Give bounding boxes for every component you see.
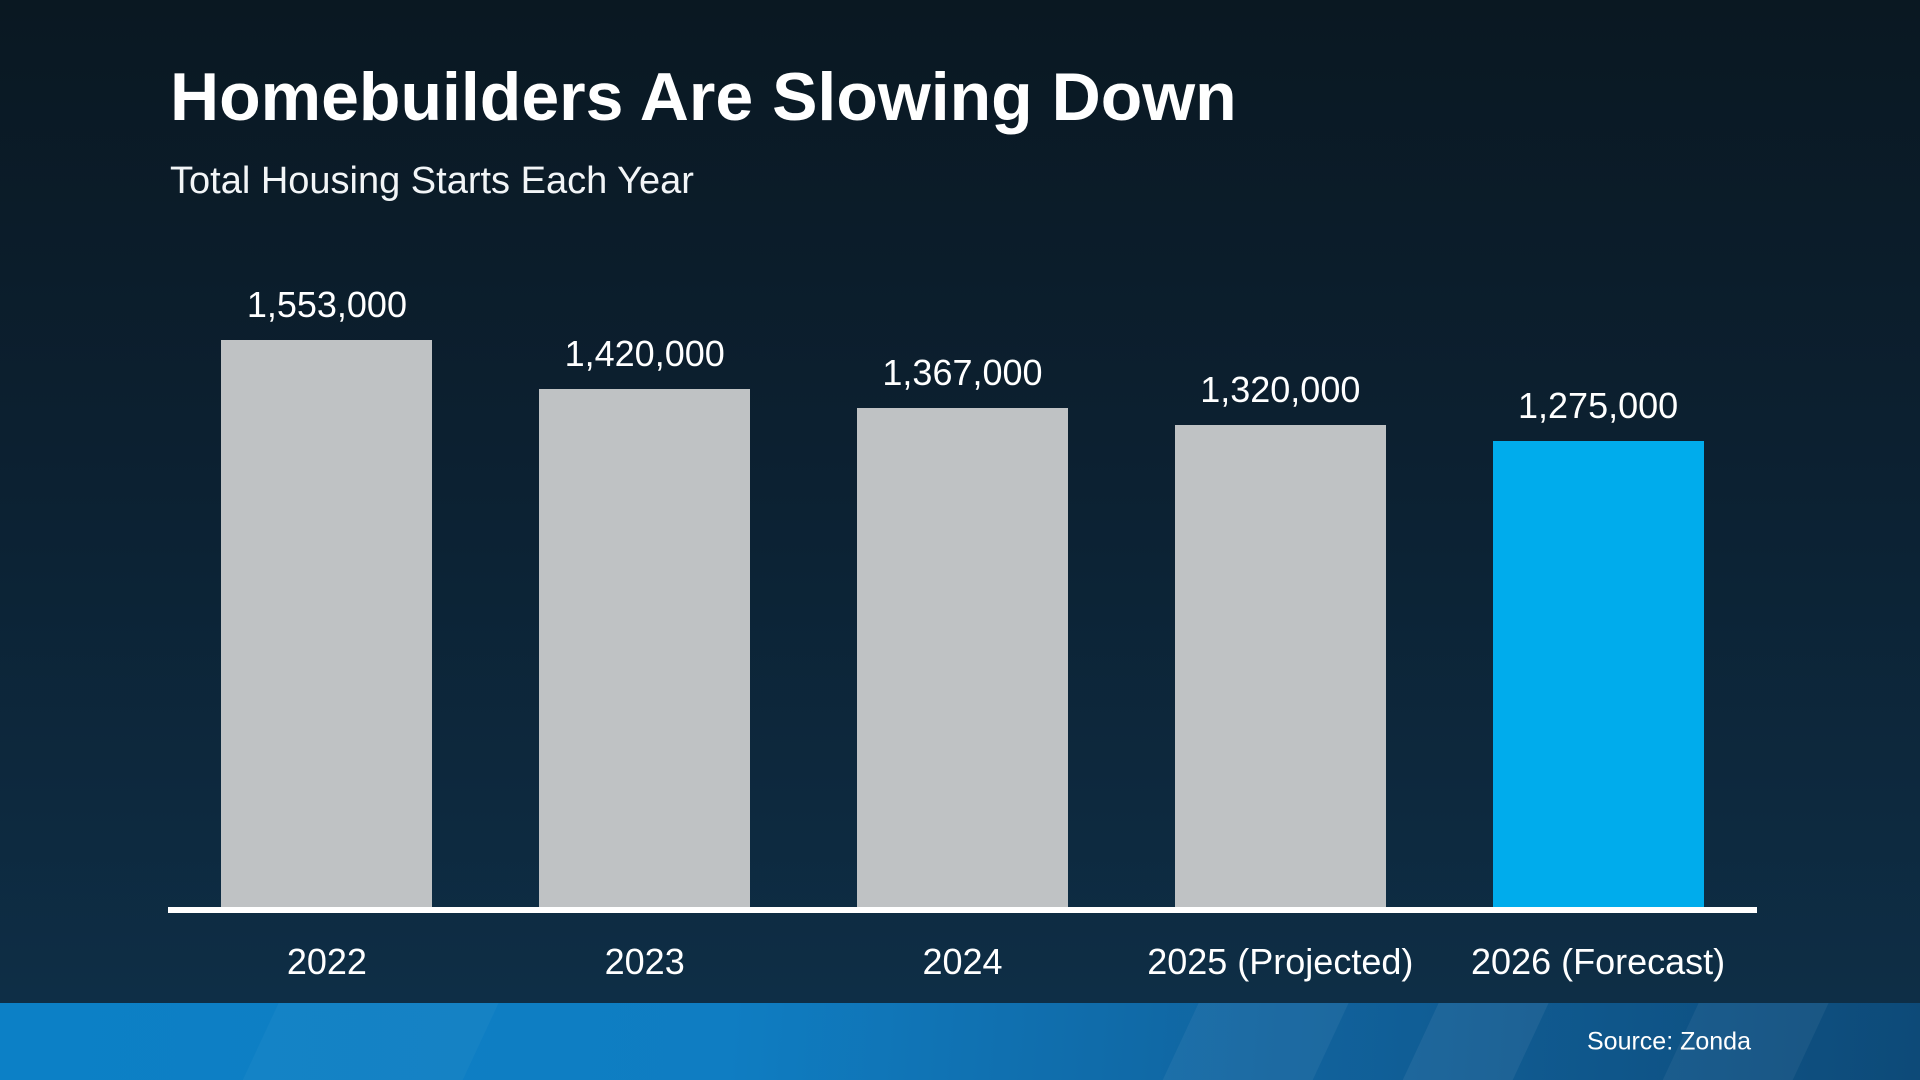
- page-title: Homebuilders Are Slowing Down: [170, 59, 1237, 135]
- footer-streak: [1392, 1003, 1558, 1080]
- bar-value-label: 1,367,000: [882, 352, 1043, 393]
- page-subtitle: Total Housing Starts Each Year: [170, 160, 694, 202]
- bar: [221, 340, 433, 907]
- bar-value-label: 1,275,000: [1518, 385, 1679, 426]
- bar-chart: 1,553,000 1,420,000 1,367,000 1,320,000 1,27…: [168, 280, 1757, 983]
- x-axis-label: 2026 (Forecast): [1471, 941, 1726, 982]
- footer-band: Source: Zonda: [0, 1003, 1920, 1080]
- bar: [1492, 441, 1704, 907]
- bar-value-label: 1,420,000: [564, 333, 725, 374]
- x-axis-label: 2025 (Projected): [1147, 941, 1414, 982]
- bar-column: 1,553,000: [168, 284, 486, 907]
- bar: [856, 408, 1068, 907]
- bar-column: 1,420,000: [486, 333, 804, 907]
- plot-area: 1,553,000 1,420,000 1,367,000 1,320,000 1,27…: [168, 280, 1757, 907]
- bar-value-label: 1,553,000: [246, 284, 407, 325]
- bar-value-label: 1,320,000: [1200, 369, 1361, 410]
- footer-streak: [232, 1003, 508, 1080]
- x-axis-line: [168, 907, 1757, 913]
- bar: [539, 389, 751, 907]
- source-credit: Source: Zonda: [1587, 1027, 1751, 1055]
- x-axis-labels: 2022 2023 2024 2025 (Projected) 2026 (Foreca…: [168, 913, 1757, 983]
- x-axis-label: 2022: [286, 941, 367, 982]
- x-axis-label: 2023: [604, 941, 685, 982]
- footer-streak: [1152, 1003, 1358, 1080]
- bar-column: 1,320,000: [1121, 369, 1439, 907]
- bar-column: 1,275,000: [1439, 385, 1757, 907]
- x-axis-label: 2024: [922, 941, 1003, 982]
- bar: [1174, 425, 1386, 907]
- bar-column: 1,367,000: [804, 352, 1122, 907]
